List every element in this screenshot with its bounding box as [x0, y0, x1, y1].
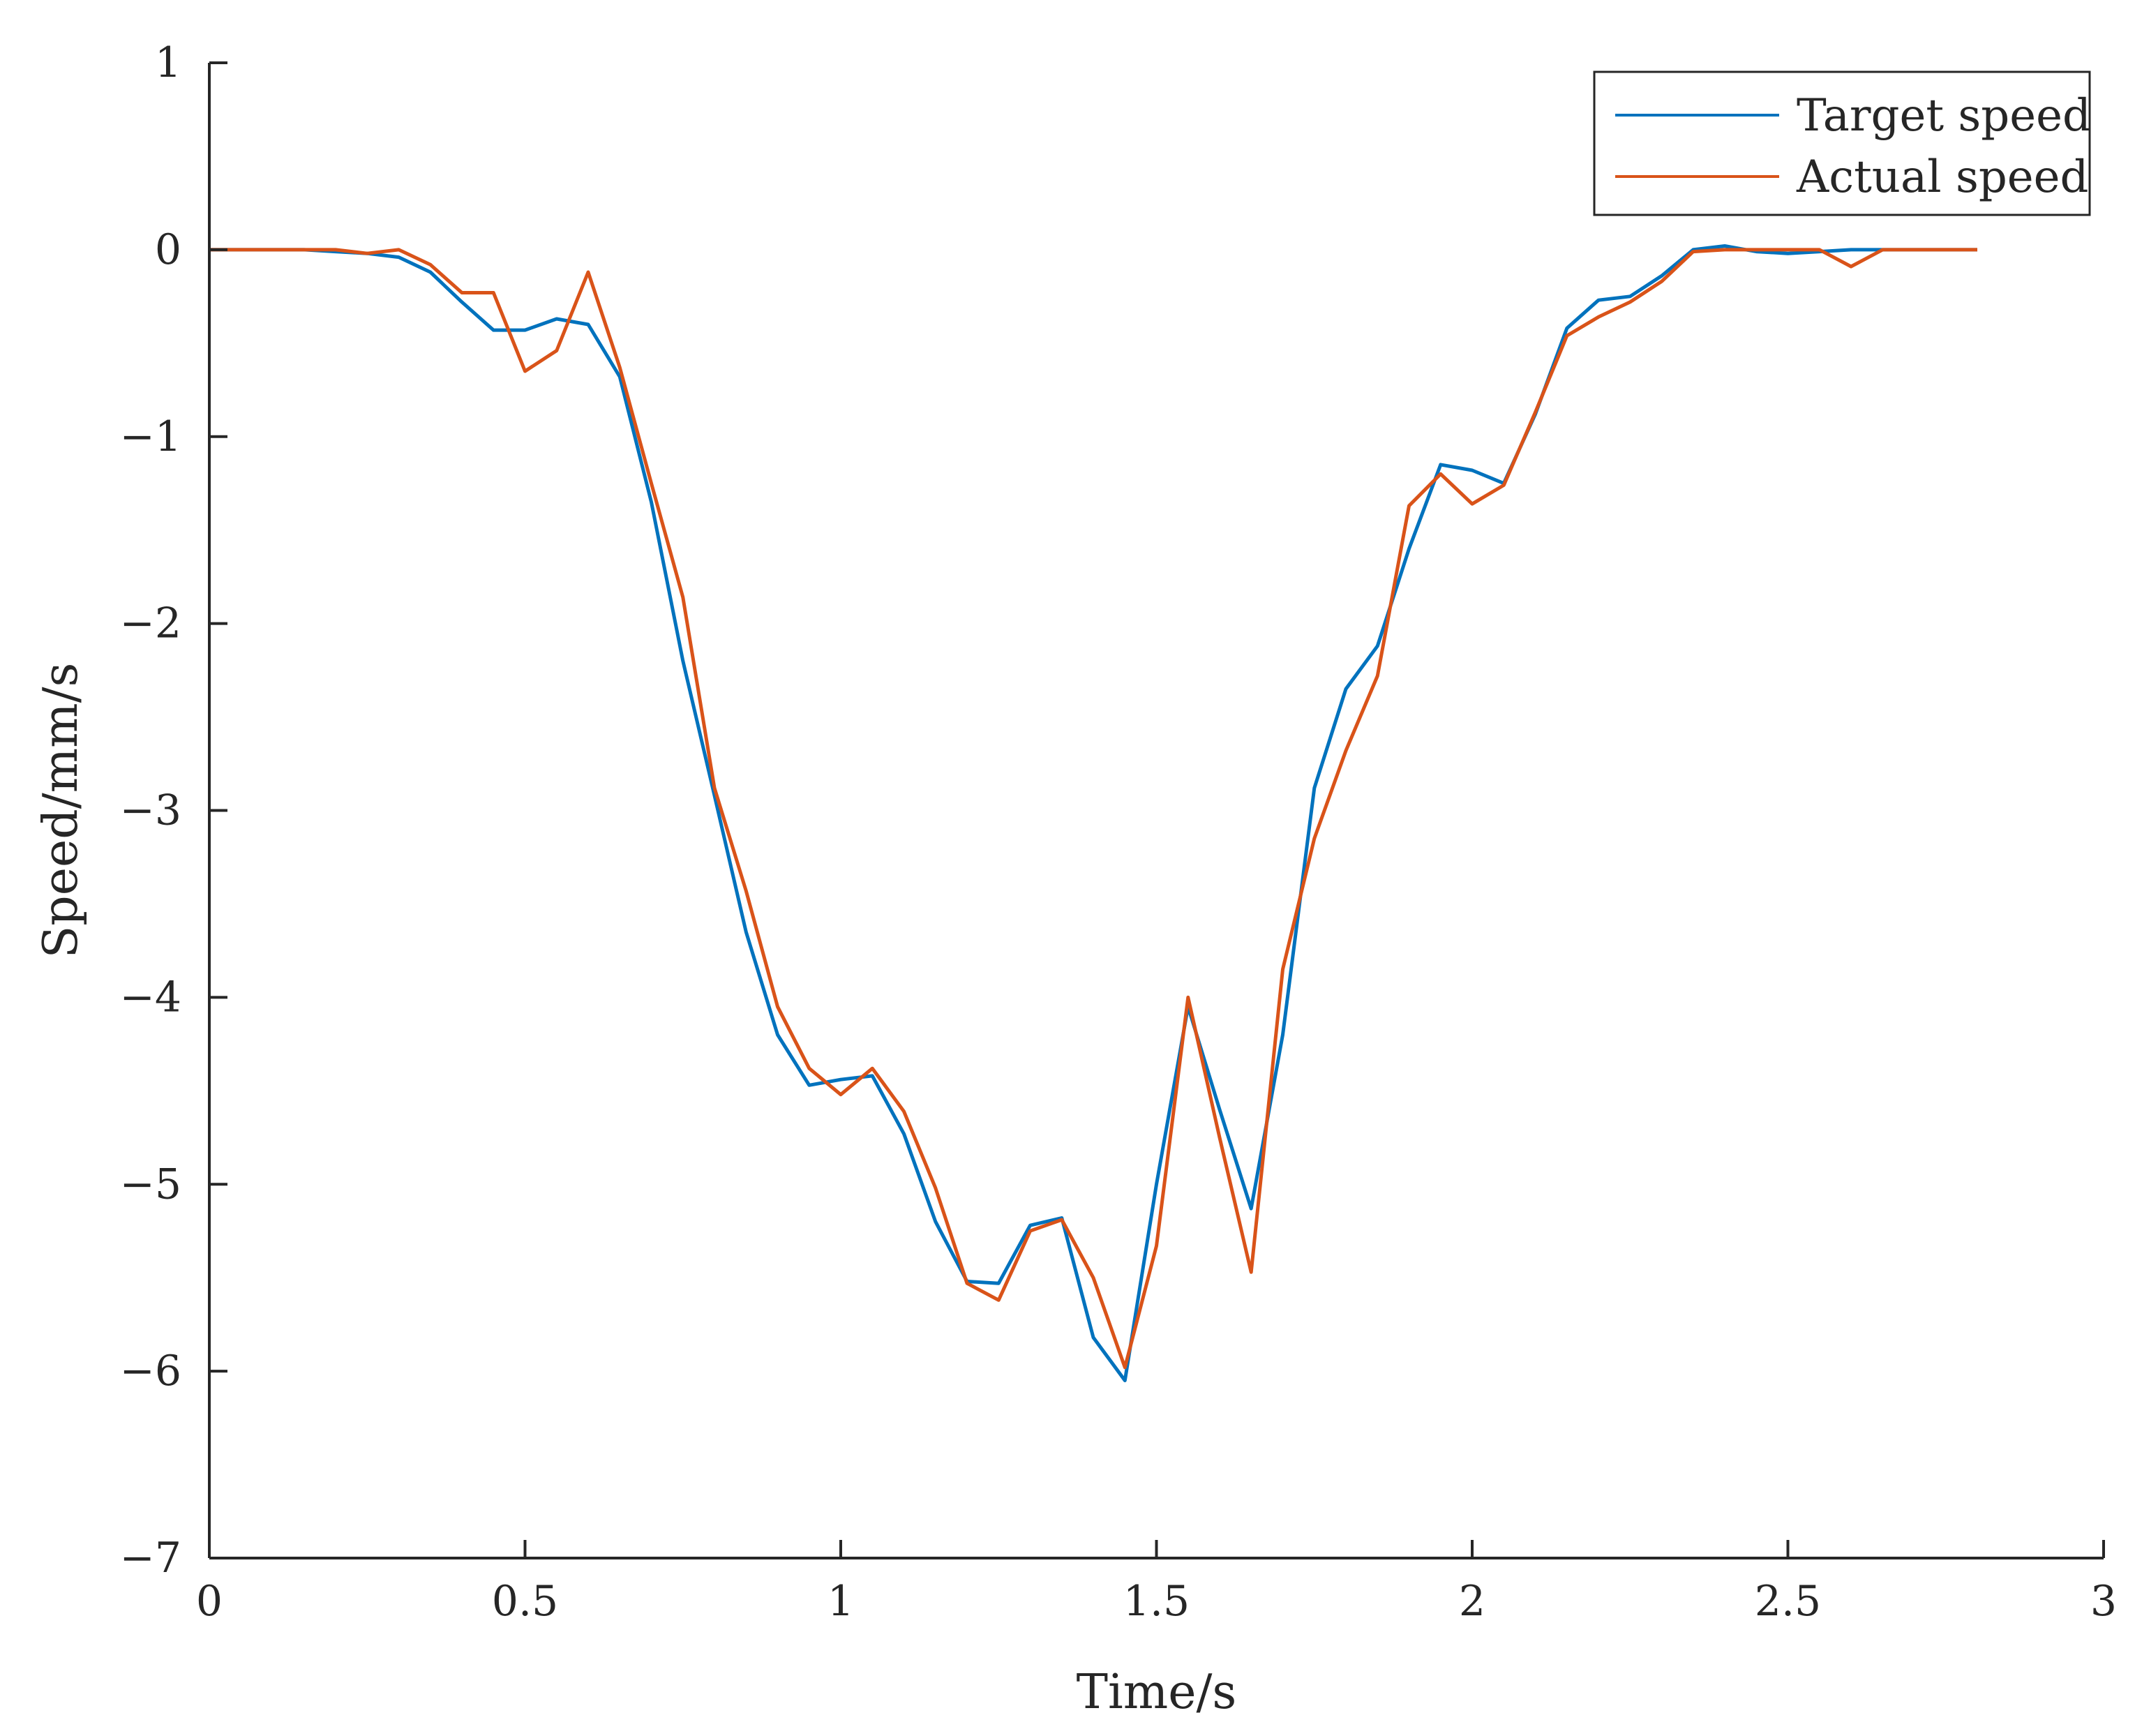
x-tick-label: 3: [2090, 1577, 2117, 1626]
y-tick-label: −5: [120, 1160, 181, 1209]
legend-label-target-speed: Target speed: [1797, 90, 2091, 142]
legend-box: [1593, 70, 2091, 216]
legend: Target speed Actual speed: [1593, 70, 2091, 216]
legend-label-actual-speed: Actual speed: [1796, 151, 2089, 203]
x-tick-label: 1: [827, 1577, 854, 1626]
series-line-target-speed: [209, 244, 1977, 1382]
y-tick-label: −6: [120, 1347, 181, 1395]
x-tick-label: 1.5: [1123, 1577, 1190, 1626]
x-tick-label: 2: [1459, 1577, 1485, 1626]
y-tick-label: −4: [120, 973, 181, 1022]
x-tick-label: 0.5: [492, 1577, 558, 1626]
y-tick-label: −7: [120, 1534, 181, 1582]
y-axis-label: Speed/mm/s: [33, 663, 89, 959]
y-tick-label: 1: [155, 38, 181, 87]
series-layer: [209, 244, 1977, 1382]
x-tick-label: 2.5: [1755, 1577, 1821, 1626]
x-axis-label: Time/s: [1077, 1665, 1237, 1720]
y-tick-label: −1: [120, 412, 181, 461]
y-tick-label: −3: [120, 786, 181, 835]
axis-ticks: 0 0.5 1 1.5 2 2.5 3 1 0 −1 −2 −3 −4 −5 −6 −7: [120, 38, 2118, 1626]
x-tick-label: 0: [196, 1577, 223, 1626]
y-tick-label: 0: [155, 225, 181, 274]
y-tick-label: −2: [120, 599, 181, 648]
plot-area-frame: [209, 63, 2104, 1558]
series-line-actual-speed: [209, 248, 1977, 1370]
